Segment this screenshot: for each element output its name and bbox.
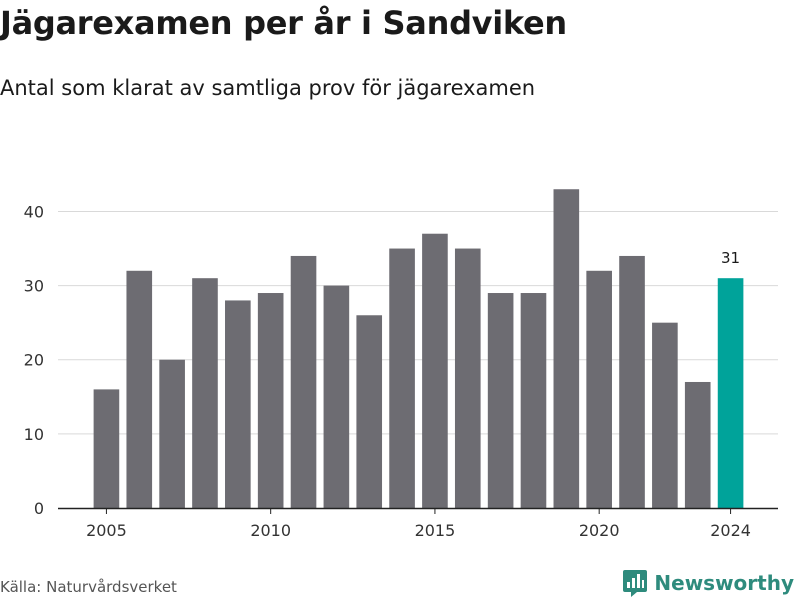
y-tick-label: 0 (34, 499, 44, 518)
bar-2017 (487, 293, 514, 508)
bars (93, 189, 744, 509)
y-tick-label: 20 (24, 351, 44, 370)
y-tick-label: 10 (24, 425, 44, 444)
x-tick-label: 2015 (415, 521, 456, 540)
bar-2022 (652, 322, 678, 508)
bar-2016 (454, 248, 481, 509)
bar-2015 (422, 233, 448, 508)
x-axis (58, 507, 778, 514)
bar-2020 (586, 270, 612, 508)
bar-2013 (356, 315, 383, 508)
newsworthy-logo-icon (623, 570, 648, 597)
bar-2021 (619, 255, 645, 508)
bar-2023 (684, 381, 711, 508)
x-tick-label: 2020 (579, 521, 620, 540)
bar-2024 (717, 278, 744, 508)
source-note: Källa: Naturvårdsverket (0, 578, 177, 596)
bar-2012 (323, 285, 350, 508)
bar-2011 (290, 255, 317, 508)
bar-2009 (225, 300, 251, 508)
x-tick-label: 2024 (710, 521, 751, 540)
bar-2019 (553, 189, 580, 508)
bar-2010 (257, 293, 284, 508)
labels: 0 10 20 30 40 31 2005 2010 2015 2020 2024 (24, 202, 751, 540)
x-tick-label: 2010 (250, 521, 291, 540)
bar-2014 (389, 248, 415, 509)
bar-2006 (126, 270, 153, 508)
y-tick-label: 30 (24, 277, 44, 296)
bar-2018 (520, 293, 547, 508)
data-label-2024: 31 (721, 249, 740, 267)
brand-logo: Newsworthy (622, 568, 794, 598)
x-tick-label: 2005 (86, 521, 127, 540)
bar-2007 (159, 359, 185, 508)
brand-name: Newsworthy (654, 571, 794, 595)
chart-subtitle: Antal som klarat av samtliga prov för jä… (0, 76, 536, 100)
bar-2008 (192, 278, 218, 508)
bar-2005 (93, 389, 120, 508)
y-tick-label: 40 (24, 202, 44, 221)
chart-title: Jägarexamen per år i Sandviken (0, 4, 567, 42)
